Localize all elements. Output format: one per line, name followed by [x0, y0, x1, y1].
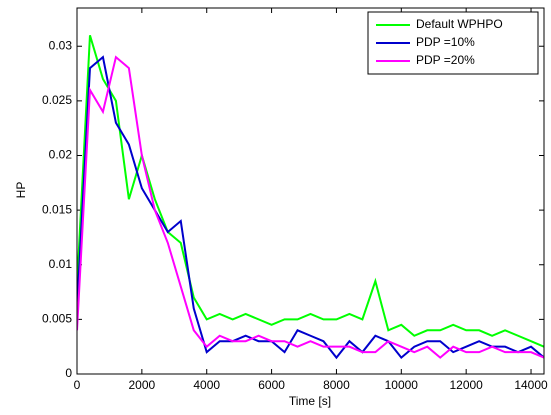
y-tick-label: 0.025 [42, 93, 72, 107]
series-line [77, 55, 544, 359]
legend-label: Default WPHPO [416, 17, 503, 31]
series-line [77, 35, 544, 348]
x-tick-label: 10000 [385, 378, 419, 392]
y-tick-label: 0 [65, 366, 72, 380]
x-axis-label: Time [s] [289, 394, 331, 408]
axes-box [76, 7, 545, 375]
y-tick-label: 0.02 [49, 148, 73, 162]
y-tick-label: 0.005 [42, 312, 72, 326]
x-tick-label: 8000 [323, 378, 350, 392]
x-tick-label: 4000 [193, 378, 220, 392]
x-tick-label: 14000 [514, 378, 548, 392]
y-axis-label: HP [14, 182, 28, 199]
y-tick-label: 0.01 [49, 257, 73, 271]
x-tick-label: 2000 [129, 378, 156, 392]
x-tick-label: 0 [74, 378, 81, 392]
legend-label: PDP =20% [416, 53, 475, 67]
y-tick-label: 0.015 [42, 202, 72, 216]
x-tick-label: 12000 [449, 378, 483, 392]
x-tick-label: 6000 [258, 378, 285, 392]
y-tick-label: 0.03 [49, 38, 73, 52]
legend-label: PDP =10% [416, 35, 475, 49]
